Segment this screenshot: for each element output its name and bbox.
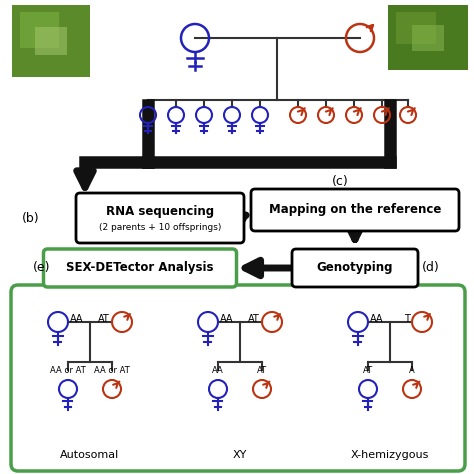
- Text: RNA sequencing: RNA sequencing: [106, 204, 214, 218]
- FancyBboxPatch shape: [44, 249, 237, 287]
- Text: (e): (e): [33, 262, 51, 274]
- Text: SEX-DETector Analysis: SEX-DETector Analysis: [66, 262, 214, 274]
- Text: X-hemizygous: X-hemizygous: [351, 450, 429, 460]
- Text: Mapping on the reference: Mapping on the reference: [269, 203, 441, 217]
- Text: AT: AT: [98, 314, 110, 324]
- Text: A: A: [409, 366, 415, 375]
- FancyBboxPatch shape: [292, 249, 418, 287]
- Text: Autosomal: Autosomal: [60, 450, 119, 460]
- Text: Genotyping: Genotyping: [317, 262, 393, 274]
- Bar: [412, 25, 444, 51]
- Text: XY: XY: [233, 450, 247, 460]
- Text: (2 parents + 10 offsprings): (2 parents + 10 offsprings): [99, 222, 221, 231]
- FancyBboxPatch shape: [76, 193, 244, 243]
- FancyBboxPatch shape: [11, 285, 465, 471]
- Bar: [36, 27, 67, 55]
- Text: AA: AA: [220, 314, 234, 324]
- Bar: [396, 11, 436, 44]
- Bar: [12, 5, 90, 77]
- Bar: [20, 12, 59, 48]
- Text: AA or AT: AA or AT: [50, 366, 86, 375]
- Text: AT: AT: [248, 314, 260, 324]
- Text: AA: AA: [212, 366, 224, 375]
- Text: AA: AA: [370, 314, 383, 324]
- Text: AA: AA: [70, 314, 83, 324]
- Text: (d): (d): [422, 262, 440, 274]
- FancyBboxPatch shape: [251, 189, 459, 231]
- Text: (c): (c): [332, 175, 348, 189]
- Text: (b): (b): [22, 211, 40, 225]
- Text: AT: AT: [363, 366, 373, 375]
- Text: AT: AT: [257, 366, 267, 375]
- Bar: [388, 5, 468, 70]
- Text: T: T: [404, 314, 410, 324]
- Text: AA or AT: AA or AT: [94, 366, 130, 375]
